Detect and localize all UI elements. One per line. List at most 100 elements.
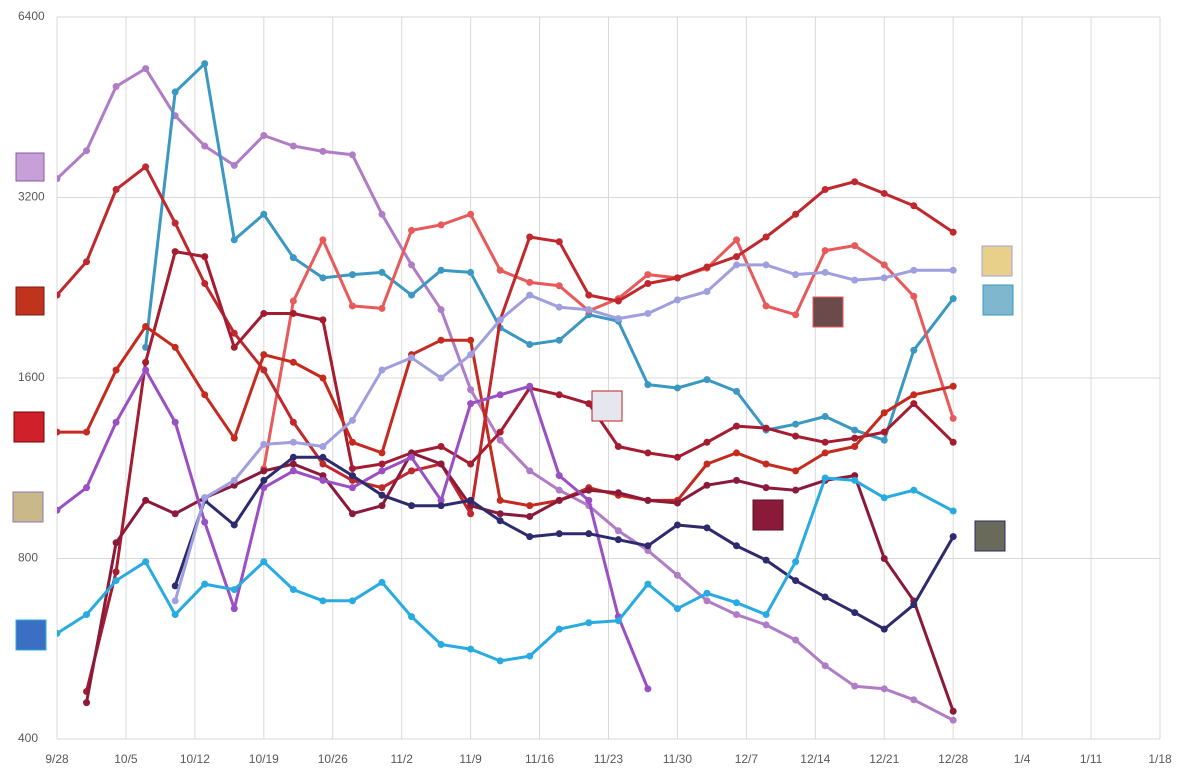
data-point	[585, 496, 593, 504]
data-point	[762, 556, 770, 564]
data-point	[142, 366, 150, 374]
plot-area	[57, 60, 957, 724]
data-point	[733, 449, 741, 457]
data-point	[171, 219, 179, 227]
icon	[15, 286, 45, 316]
data-point	[437, 496, 445, 504]
data-point	[949, 295, 957, 303]
y-tick-label: 6400	[18, 9, 45, 23]
data-point	[171, 611, 179, 619]
data-point	[467, 210, 475, 218]
data-point	[408, 226, 416, 234]
data-point	[880, 436, 888, 444]
data-point	[851, 682, 859, 690]
data-point	[585, 306, 593, 314]
data-point	[171, 248, 179, 256]
data-point	[230, 476, 238, 484]
data-point	[792, 636, 800, 644]
data-point	[910, 346, 918, 354]
data-point	[142, 163, 150, 171]
data-point	[703, 597, 711, 605]
data-point	[437, 442, 445, 450]
data-point	[112, 83, 120, 91]
data-point	[762, 621, 770, 629]
data-point	[880, 261, 888, 269]
data-point	[644, 685, 652, 693]
data-point	[83, 611, 91, 619]
data-point	[762, 233, 770, 241]
data-point	[230, 481, 238, 489]
data-point	[851, 178, 859, 186]
data-point	[437, 460, 445, 468]
data-point	[821, 662, 829, 670]
data-point	[408, 613, 416, 621]
data-point	[910, 266, 918, 274]
data-point	[644, 279, 652, 287]
x-tick-label: 11/23	[594, 752, 623, 766]
data-point	[348, 416, 356, 424]
data-point	[792, 420, 800, 428]
data-point	[614, 527, 622, 535]
data-point	[733, 599, 741, 607]
data-point	[851, 442, 859, 450]
x-tick-label: 1/11	[1080, 752, 1103, 766]
data-point	[614, 297, 622, 305]
series-line	[85, 451, 955, 712]
series-line	[262, 212, 955, 469]
data-point	[57, 428, 61, 436]
data-point	[821, 593, 829, 601]
data-point	[83, 699, 91, 707]
icon	[982, 284, 1014, 316]
data-point	[142, 358, 150, 366]
data-point	[614, 617, 622, 625]
data-point	[555, 391, 563, 399]
data-point	[496, 266, 504, 274]
x-tick-label: 9/28	[45, 752, 69, 766]
data-point	[555, 486, 563, 494]
data-point	[467, 268, 475, 276]
data-point	[408, 453, 416, 461]
data-point	[201, 580, 209, 588]
data-point	[555, 238, 563, 246]
data-point	[142, 496, 150, 504]
data-point	[614, 315, 622, 323]
data-point	[83, 484, 91, 492]
data-point	[851, 609, 859, 617]
data-point	[289, 309, 297, 317]
data-point	[142, 65, 150, 73]
x-tick-label: 11/16	[525, 752, 554, 766]
data-point	[260, 558, 268, 566]
data-point	[437, 306, 445, 314]
y-tick-label: 1600	[18, 370, 45, 384]
data-point	[260, 309, 268, 317]
data-point	[260, 132, 268, 140]
data-point	[201, 142, 209, 150]
x-tick-label: 1/18	[1148, 752, 1172, 766]
icon	[591, 390, 623, 422]
data-point	[201, 391, 209, 399]
data-point	[260, 210, 268, 218]
data-point	[230, 329, 238, 337]
data-point	[673, 296, 681, 304]
x-tick-label: 10/5	[114, 752, 138, 766]
data-point	[496, 428, 504, 436]
data-point	[614, 536, 622, 544]
series-line	[173, 455, 955, 631]
x-tick-label: 12/14	[800, 752, 830, 766]
data-point	[526, 291, 534, 299]
data-point	[348, 597, 356, 605]
data-point	[289, 142, 297, 150]
data-point	[201, 279, 209, 287]
data-point	[467, 502, 475, 510]
data-point	[910, 292, 918, 300]
data-point	[496, 517, 504, 525]
data-point	[496, 436, 504, 444]
data-point	[112, 539, 120, 547]
data-point	[673, 453, 681, 461]
data-point	[378, 449, 386, 457]
data-point	[821, 247, 829, 255]
data-point	[851, 276, 859, 284]
data-point	[762, 611, 770, 619]
data-point	[319, 442, 327, 450]
